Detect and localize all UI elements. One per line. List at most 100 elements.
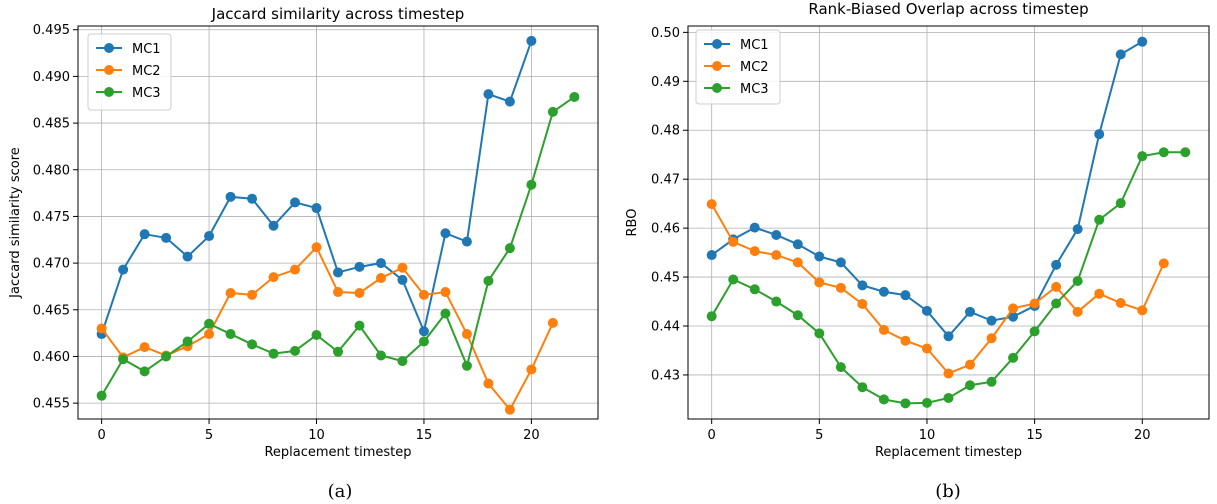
data-point <box>1180 147 1191 158</box>
data-point <box>771 296 782 307</box>
series-mc2 <box>96 242 558 415</box>
data-point <box>204 329 215 340</box>
data-point <box>921 305 932 316</box>
legend-swatch-marker <box>712 83 722 93</box>
legend-label: MC3 <box>132 86 161 101</box>
data-point <box>311 242 322 253</box>
data-point <box>397 356 408 367</box>
data-point <box>440 287 451 298</box>
data-point <box>375 273 386 284</box>
data-point <box>749 246 760 257</box>
data-point <box>547 317 558 328</box>
data-point <box>225 287 236 298</box>
y-tick-label: 0.43 <box>651 368 680 383</box>
data-point <box>1029 298 1040 309</box>
data-point <box>118 264 129 275</box>
data-point <box>461 329 472 340</box>
data-point <box>965 359 976 370</box>
data-point <box>943 368 954 379</box>
data-point <box>900 335 911 346</box>
y-tick-label: 0.49 <box>651 75 680 90</box>
data-point <box>706 199 717 210</box>
series-mc3 <box>706 147 1191 409</box>
data-point <box>728 274 739 285</box>
data-point <box>1072 224 1083 235</box>
legend-swatch-marker <box>104 87 114 97</box>
data-point <box>1115 198 1126 209</box>
legend-label: MC1 <box>740 38 769 53</box>
data-point <box>118 354 129 365</box>
y-tick-label: 0.495 <box>33 23 70 38</box>
data-point <box>857 298 868 309</box>
y-tick-label: 0.490 <box>33 70 70 85</box>
x-tick-label: 10 <box>919 428 936 443</box>
data-point <box>878 324 889 335</box>
x-tick-label: 5 <box>205 428 213 443</box>
data-point <box>986 315 997 326</box>
legend-label: MC2 <box>740 60 769 75</box>
data-point <box>1115 298 1126 309</box>
x-axis-label: Replacement timestep <box>875 445 1022 460</box>
grid <box>78 26 598 419</box>
data-point <box>526 364 537 375</box>
data-point <box>504 96 515 107</box>
data-point <box>139 229 150 240</box>
data-point <box>1051 298 1062 309</box>
x-tick-label: 20 <box>523 428 540 443</box>
data-point <box>139 366 150 377</box>
legend: MC1 MC2 MC3 <box>695 29 781 105</box>
data-point <box>1158 258 1169 269</box>
series-line <box>100 245 554 412</box>
x-tick-label: 20 <box>1134 428 1151 443</box>
data-point <box>333 346 343 357</box>
data-point <box>792 310 803 321</box>
data-point <box>900 398 911 409</box>
data-point <box>268 220 279 231</box>
data-point <box>1051 281 1062 292</box>
data-point <box>706 250 717 261</box>
data-point <box>204 318 215 329</box>
x-tick-label: 5 <box>815 428 823 443</box>
data-point <box>1094 214 1105 225</box>
axes-frame <box>687 25 1210 420</box>
data-point <box>569 91 580 102</box>
data-point <box>182 251 193 262</box>
data-point <box>857 280 868 291</box>
x-tick-label: 0 <box>97 428 105 443</box>
y-tick-label: 0.470 <box>33 257 70 272</box>
data-point <box>397 262 408 273</box>
data-point <box>814 251 825 262</box>
data-point <box>418 336 429 347</box>
data-point <box>1008 352 1019 363</box>
legend-label: MC3 <box>740 82 769 97</box>
y-axis-label: Jaccard similarity score <box>8 147 23 299</box>
data-point <box>706 311 717 322</box>
data-point <box>247 193 258 204</box>
data-point <box>835 282 846 293</box>
data-point <box>504 404 515 415</box>
data-point <box>161 232 172 243</box>
data-point <box>878 286 889 297</box>
data-point <box>1137 151 1148 162</box>
data-point <box>986 376 997 387</box>
legend-swatch-marker <box>712 39 722 49</box>
data-point <box>921 343 932 354</box>
data-point <box>290 197 301 208</box>
data-point <box>900 290 911 301</box>
chart-title: Rank-Biased Overlap across timestep <box>808 0 1088 18</box>
y-tick-label: 0.465 <box>33 303 70 318</box>
data-point <box>1029 326 1040 337</box>
data-point <box>857 382 868 393</box>
data-point <box>814 277 825 288</box>
data-point <box>943 331 954 342</box>
data-point <box>96 323 107 334</box>
y-tick-label: 0.455 <box>33 397 70 412</box>
y-tick-label: 0.47 <box>651 173 680 188</box>
legend-swatch-marker <box>104 65 114 75</box>
data-point <box>204 231 215 242</box>
data-point <box>835 362 846 373</box>
x-tick-label: 15 <box>1026 428 1043 443</box>
data-point <box>1008 311 1019 322</box>
series-mc3 <box>96 91 580 401</box>
